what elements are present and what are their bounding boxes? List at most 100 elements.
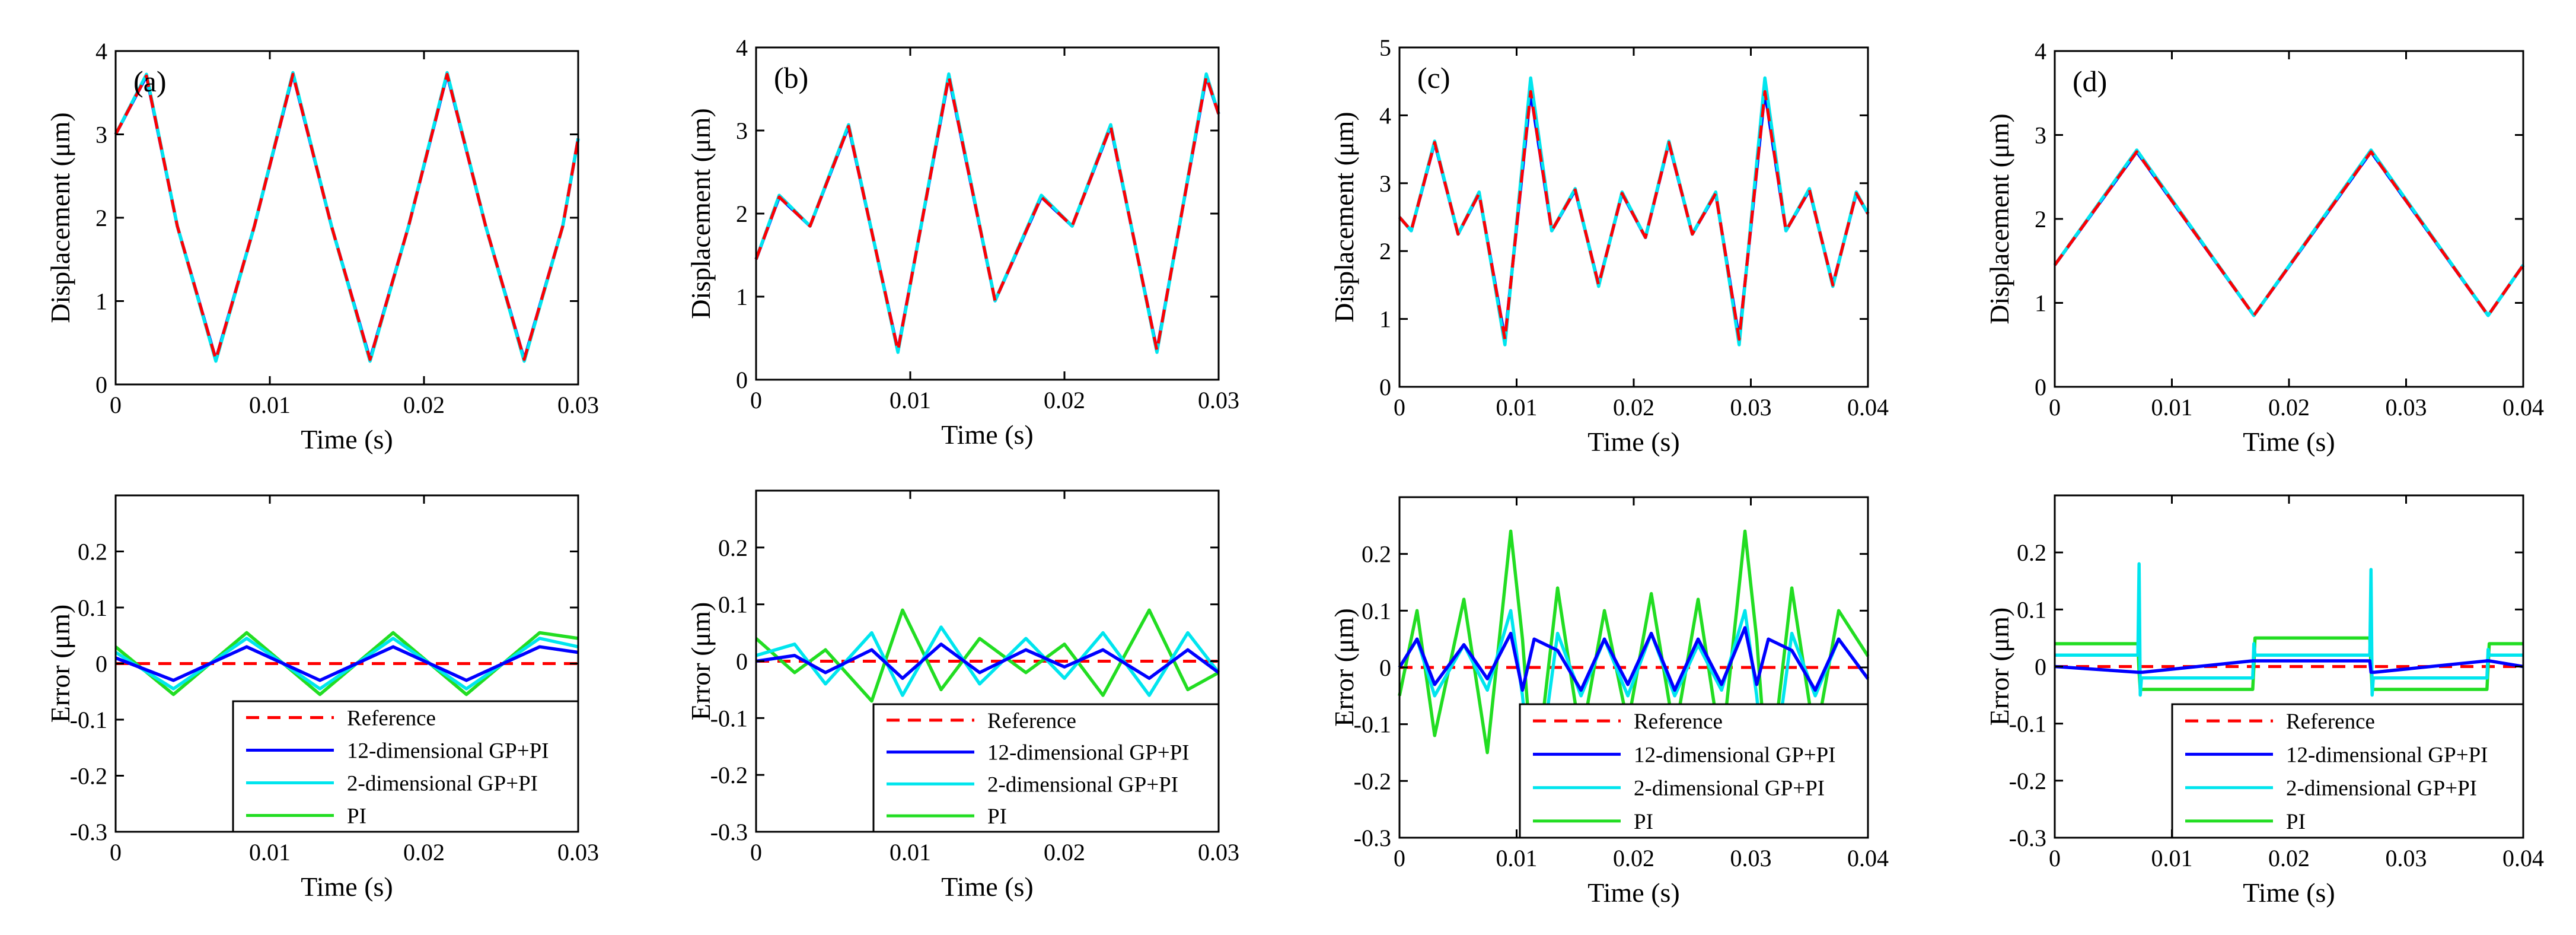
x-tick-label: 0.01 [2151,845,2193,872]
x-tick-label: 0.03 [557,839,599,866]
x-tick-label: 0.03 [1730,394,1772,421]
y-tick-label: 0 [736,648,748,675]
panel-label: (a) [133,65,167,98]
legend-label: Reference [2286,710,2375,734]
x-tick-label: 0.01 [249,839,291,866]
x-tick-label: 0 [2049,394,2061,421]
x-tick-label: 0.02 [403,392,445,418]
y-tick-label: 1 [1379,306,1391,333]
x-tick-label: 0.02 [1044,387,1085,414]
plot-area [756,47,1219,380]
x-axis-label: Time (s) [301,424,393,454]
x-tick-label: 0 [110,839,122,866]
legend-label: 12-dimensional GP+PI [2286,743,2488,767]
x-tick-label: 0.03 [1198,839,1239,866]
y-tick-label: -0.3 [710,819,748,845]
y-tick-label: 3 [95,122,107,148]
y-tick-label: -0.2 [710,762,748,788]
series-line-3 [755,625,1220,697]
y-tick-label: 0.2 [1362,541,1391,568]
series-line-4 [115,645,579,682]
x-tick-label: 0.01 [1496,845,1538,872]
x-tick-label: 0 [1394,845,1405,872]
series-line-3 [114,72,580,361]
y-tick-label: 0.2 [78,539,107,565]
x-tick-label: 0.03 [2386,845,2427,872]
legend-label: Reference [987,709,1076,733]
x-tick-label: 0.02 [1613,394,1654,421]
y-tick-label: -0.3 [70,819,107,845]
legend-label: PI [2286,810,2306,834]
panel-7: 0 0.01 0.02 0.03 0.04 -0.3 -0.2 -0.1 0 0.1 0.2 Time… [1329,496,1889,908]
y-tick-label: -0.2 [2009,768,2046,794]
x-tick-label: 0.01 [1496,394,1538,421]
panel-3: 0 0.01 0.02 0.03 0.04 0 1 2 3 4 5 Time (s) Displacem… [1329,34,1889,457]
y-tick-label: 0.1 [718,591,748,618]
y-tick-label: 0.2 [718,535,748,561]
y-tick-label: 5 [1379,34,1391,61]
series-line-3 [1398,90,1870,341]
series-line-4 [755,643,1220,680]
x-tick-label: 0.04 [2502,394,2544,421]
x-tick-label: 0.03 [1198,387,1239,414]
panel-label: (b) [774,61,808,94]
y-tick-label: 0 [95,371,107,398]
x-axis-label: Time (s) [2243,877,2335,908]
series-line-4 [2054,659,2524,674]
legend-box [872,703,1220,833]
legend: Reference 12-dimensional GP+PI 2-dimension… [2171,703,2524,839]
panel-5: 0 0.01 0.02 0.03 -0.3 -0.2 -0.1 0 0.1 0.2 Time (s)… [45,494,599,902]
y-tick-label: 3 [1379,170,1391,197]
x-tick-label: 0.03 [1730,845,1772,872]
y-tick-label: 0 [1379,654,1391,681]
x-axis-label: Time (s) [1587,877,1680,908]
legend-box [1519,703,1869,839]
panel-label: (c) [1417,61,1450,94]
y-tick-label: -0.3 [2009,825,2046,851]
legend-label: PI [987,804,1007,829]
y-tick-label: -0.1 [1354,711,1391,738]
x-tick-label: 0.01 [2151,394,2193,421]
y-tick-label: 3 [2035,122,2046,149]
y-tick-label: 1 [2035,290,2046,317]
legend: Reference 12-dimensional GP+PI 2-dimension… [232,700,579,833]
y-tick-label: -0.1 [70,707,107,733]
legend-label: 2-dimensional GP+PI [987,772,1178,797]
legend-label: 12-dimensional GP+PI [1634,743,1836,767]
y-tick-label: 2 [95,205,107,231]
x-axis-label: Time (s) [1587,427,1680,457]
y-axis-label: Error (μm) [686,602,716,721]
x-tick-label: 0.01 [890,387,931,414]
y-tick-label: 0 [95,651,107,678]
y-tick-label: -0.2 [70,763,107,790]
y-axis-label: Error (μm) [1329,608,1359,727]
x-tick-label: 0.02 [403,839,445,866]
x-tick-label: 0.01 [249,392,291,418]
legend-label: 2-dimensional GP+PI [347,772,538,796]
x-tick-label: 0 [750,387,762,414]
y-tick-label: -0.1 [710,705,748,732]
y-tick-label: -0.3 [1354,825,1391,851]
y-axis-label: Displacement (μm) [1984,113,2014,325]
y-tick-label: 4 [1379,102,1391,129]
y-tick-label: 2 [736,201,748,227]
panel-8: 0 0.01 0.02 0.03 0.04 -0.3 -0.2 -0.1 0 0.1 0.2 Time… [1984,494,2544,908]
x-tick-label: 0.02 [2268,394,2310,421]
y-tick-label: 2 [1379,238,1391,265]
y-tick-label: 4 [2035,38,2046,65]
x-tick-label: 0.04 [1847,845,1889,872]
x-tick-label: 0 [1394,394,1405,421]
panel-4: 0 0.01 0.02 0.03 0.04 0 1 2 3 4 Time (s) Displaceme… [1984,38,2544,457]
panel-label: (d) [2073,65,2107,98]
legend-label: 12-dimensional GP+PI [347,739,549,764]
y-axis-label: Error (μm) [45,605,75,723]
x-axis-label: Time (s) [2243,427,2335,457]
legend: Reference 12-dimensional GP+PI 2-dimension… [872,703,1220,833]
x-tick-label: 0.03 [557,392,599,418]
y-tick-label: 0.2 [2017,539,2046,566]
plot-area [116,51,578,384]
y-tick-label: 1 [95,288,107,315]
series-line-3 [2053,150,2525,317]
series-line-3 [754,75,1220,352]
